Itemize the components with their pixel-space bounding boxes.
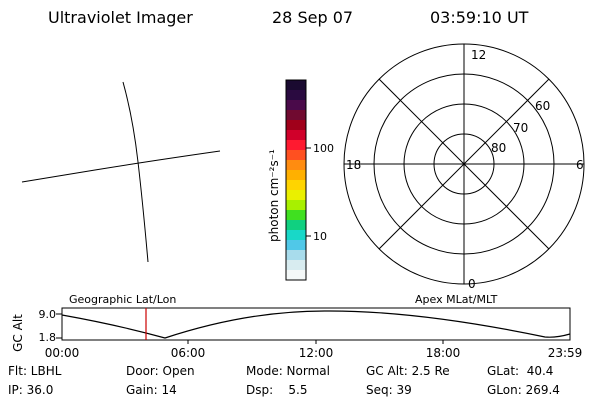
colorbar-cell [286,230,306,241]
timeline-panel: Geographic Lat/Lon Apex MLat/MLT GC Alt … [11,293,582,360]
mlt-label-12: 12 [471,48,486,62]
colorbar-label-100: 100 [313,142,334,155]
colorbar-frame [285,79,307,281]
time-label: 03:59:10 UT [430,8,529,27]
colorbar-cell [286,210,306,221]
ip-readout: IP: 36.0 [8,383,54,397]
colorbar-cell [286,200,306,211]
mode-readout: Mode: Normal [246,364,330,378]
colorbar-cell [286,100,306,111]
polar-diagonal-2 [378,78,550,250]
door-readout: Door: Open [126,364,195,378]
time-tick: 23:59 [548,346,583,360]
geographic-grid [21,81,221,263]
colorbar-cell [286,90,306,101]
date-label: 28 Sep 07 [272,8,354,27]
glat-readout: GLat: 40.4 [487,364,554,378]
y-label-top: 9.0 [39,308,57,321]
y-label-bottom: 1.8 [39,331,57,344]
dsp-readout: Dsp: 5.5 [246,383,308,397]
colorbar-cell [286,270,306,281]
colorbar-cell [286,190,306,201]
time-tick: 00:00 [45,346,80,360]
parallel-line [21,150,221,183]
colorbar-cell [286,180,306,191]
polar-plot [343,43,585,285]
lat-label-70: 70 [513,121,528,135]
gc-alt-axis-title: GC Alt [11,314,25,352]
colorbar-cell [286,130,306,141]
filter-readout: Flt: LBHL [8,364,62,378]
polar-labels: 12 18 6 0 60 70 80 [346,48,584,291]
lat-label-80: 80 [491,141,506,155]
instrument-title: Ultraviolet Imager [48,8,193,27]
colorbar-cell [286,120,306,131]
colorbar-cell [286,110,306,121]
gain-readout: Gain: 14 [126,383,177,397]
meridian-line [122,81,149,263]
colorbar-unit-label: photon cm⁻²s⁻¹ [267,149,281,242]
mlt-label-6: 6 [576,158,584,172]
colorbar-cell [286,220,306,231]
colorbar-cell [286,240,306,251]
colorbar-cell [286,170,306,181]
colorbar-cell [286,250,306,261]
geographic-label: Geographic Lat/Lon [69,293,176,306]
time-tick: 12:00 [299,346,334,360]
orbit-altitude-curve [61,310,571,339]
colorbar-label-10: 10 [313,230,327,243]
colorbar-cell [286,260,306,271]
seq-readout: Seq: 39 [366,383,412,397]
mlt-label-0: 0 [468,277,476,291]
colorbar: 100 10 photon cm⁻²s⁻¹ [267,79,334,281]
time-tick: 18:00 [426,346,461,360]
lat-label-60: 60 [535,99,550,113]
mlt-label-18: 18 [346,158,361,172]
glon-readout: GLon: 269.4 [487,383,560,397]
time-tick: 06:00 [171,346,206,360]
colorbar-cell [286,140,306,151]
timeline-frame [61,307,571,341]
colorbar-cell [286,80,306,91]
apex-label: Apex MLat/MLT [415,293,498,306]
colorbar-cell [286,150,306,161]
gc-alt-readout: GC Alt: 2.5 Re [366,364,450,378]
colorbar-cell [286,160,306,171]
